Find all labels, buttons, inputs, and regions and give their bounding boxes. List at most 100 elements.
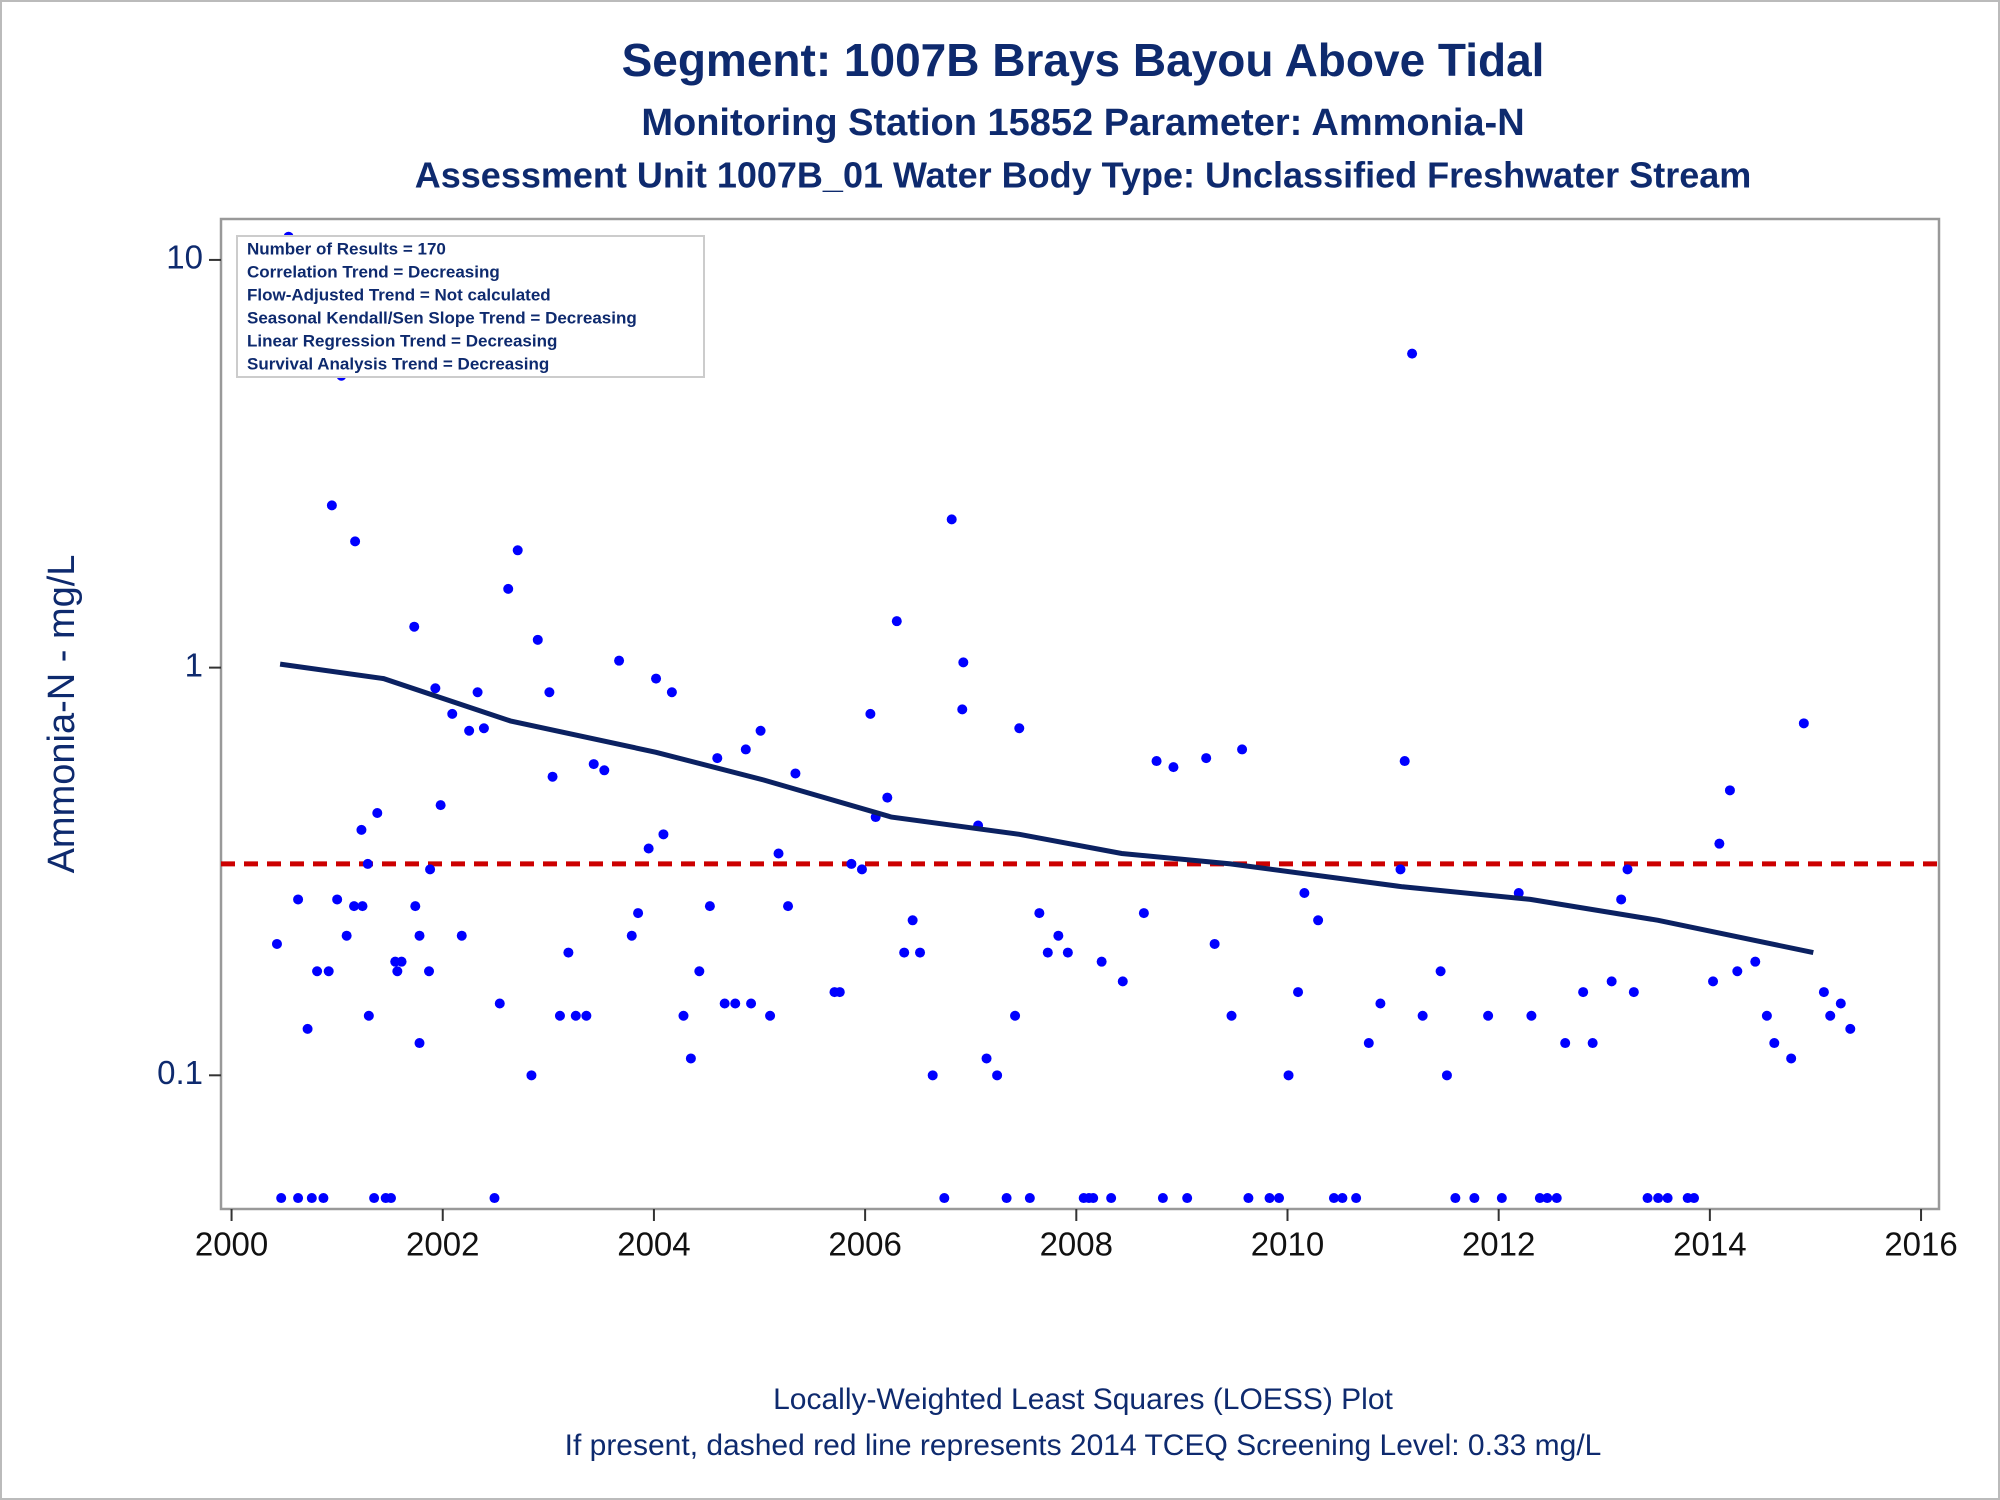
chart-title: Segment: 1007B Brays Bayou Above Tidal [622, 34, 1545, 86]
data-point [846, 858, 857, 869]
data-point [1182, 1193, 1193, 1204]
data-point [318, 1193, 329, 1204]
data-point [1117, 976, 1128, 987]
data-point [790, 768, 801, 779]
x-tick-label: 2010 [1251, 1226, 1324, 1263]
data-point [1034, 908, 1045, 919]
annotation: Number of Results = 170 [247, 239, 446, 258]
data-point [1606, 976, 1617, 987]
data-point [341, 930, 352, 941]
data-point [494, 998, 505, 1009]
data-point [1469, 1193, 1480, 1204]
data-point [1786, 1053, 1797, 1064]
data-point [430, 683, 441, 694]
data-point [526, 1070, 537, 1081]
data-point [386, 1193, 397, 1204]
data-point [1209, 938, 1220, 949]
data-point [372, 807, 383, 818]
data-point [1642, 1193, 1653, 1204]
data-point [581, 1010, 592, 1021]
y-tick-label: 10 [166, 239, 203, 276]
data-point [882, 792, 893, 803]
data-point [1761, 1010, 1772, 1021]
data-point [447, 708, 458, 719]
data-point [1845, 1023, 1856, 1034]
data-point [907, 915, 918, 926]
data-point [746, 998, 757, 1009]
y-tick-label: 1 [185, 646, 203, 683]
data-point [369, 1193, 380, 1204]
data-point [1587, 1038, 1598, 1049]
chart-subtitle: Assessment Unit 1007B_01 Water Body Type… [415, 155, 1752, 196]
data-point [396, 956, 407, 967]
data-point [614, 655, 625, 666]
annotation-box [236, 235, 705, 378]
data-point [356, 824, 367, 835]
data-point [1708, 976, 1719, 987]
data-point [1226, 1010, 1237, 1021]
data-point [865, 708, 876, 719]
data-point [1157, 1193, 1168, 1204]
plot-area [219, 217, 1941, 1211]
data-point [1724, 785, 1735, 796]
data-point [939, 1193, 950, 1204]
x-tick-label: 2014 [1673, 1226, 1746, 1263]
data-point [424, 966, 435, 977]
data-point [357, 901, 368, 912]
annotation: Survival Analysis Trend = Decreasing [247, 354, 549, 373]
loess-line [279, 661, 1814, 956]
data-point [685, 1053, 696, 1064]
data-point [1689, 1193, 1700, 1204]
data-point [332, 894, 343, 905]
data-point [1818, 987, 1829, 998]
data-point [1835, 998, 1846, 1009]
data-point [362, 858, 373, 869]
data-point [293, 894, 304, 905]
data-point [409, 621, 420, 632]
data-point [1053, 930, 1064, 941]
data-point [1274, 1193, 1285, 1204]
data-point [293, 1193, 304, 1204]
data-point [1662, 1193, 1673, 1204]
data-point [1168, 762, 1179, 773]
y-tick-label: 0.1 [157, 1054, 203, 1091]
data-point [633, 908, 644, 919]
data-point [1534, 1193, 1545, 1204]
data-point [588, 759, 599, 770]
data-point [435, 800, 446, 811]
data-point [1732, 966, 1743, 977]
data-point [1010, 1010, 1021, 1021]
data-point [1798, 718, 1809, 729]
data-point [464, 725, 475, 736]
data-point [992, 1070, 1003, 1081]
data-point [712, 753, 723, 764]
data-point [1622, 864, 1633, 875]
data-point [1088, 1193, 1099, 1204]
data-point [1653, 1193, 1664, 1204]
data-point [512, 545, 523, 556]
data-point [1351, 1193, 1362, 1204]
data-point [1299, 888, 1310, 899]
annotation: Correlation Trend = Decreasing [247, 262, 500, 281]
data-point [544, 687, 555, 698]
data-point [1769, 1038, 1780, 1049]
data-point [946, 514, 957, 525]
data-point [326, 500, 337, 511]
data-point [730, 998, 741, 1009]
data-point [472, 687, 483, 698]
data-point [1014, 723, 1025, 734]
data-point [765, 1010, 776, 1021]
data-point [1138, 908, 1149, 919]
data-point [1062, 947, 1073, 958]
data-point [1375, 998, 1386, 1009]
data-point [1441, 1070, 1452, 1081]
x-tick-label: 2002 [406, 1226, 479, 1263]
data-point [1001, 1193, 1012, 1204]
data-point [958, 657, 969, 668]
data-point [891, 616, 902, 627]
data-point [915, 947, 926, 958]
data-point [350, 536, 361, 547]
data-point [599, 765, 610, 776]
data-point [981, 1053, 992, 1064]
